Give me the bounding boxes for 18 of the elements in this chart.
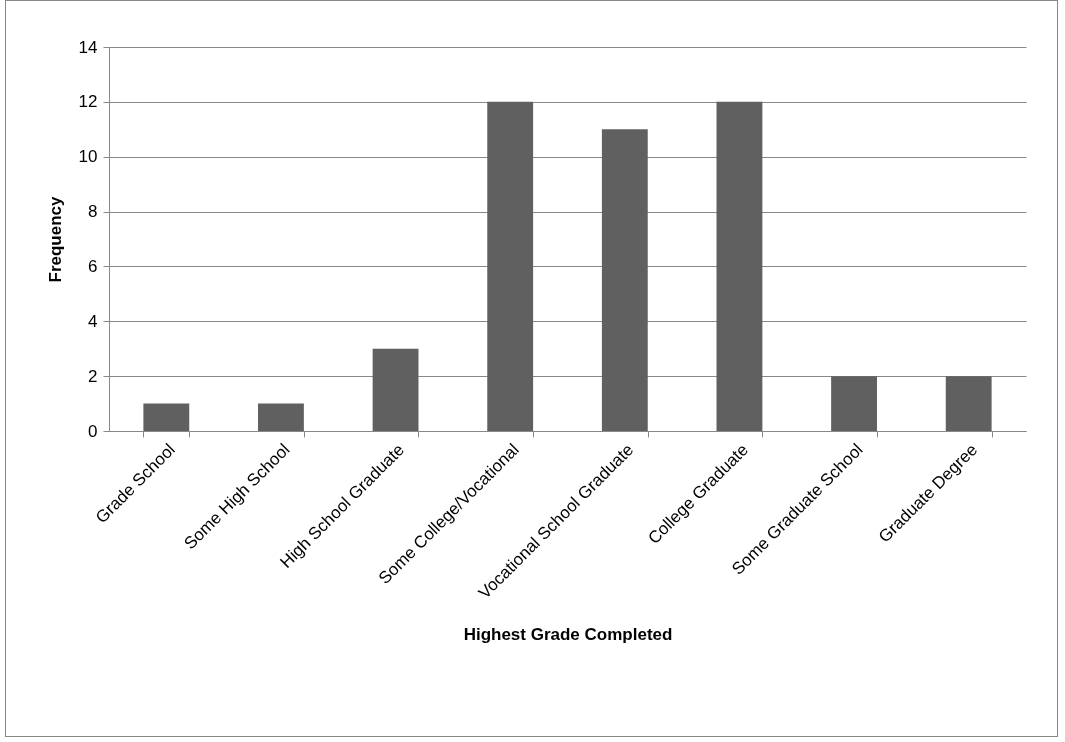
bar	[831, 376, 877, 431]
bar	[372, 348, 419, 431]
bar	[143, 403, 190, 431]
bar	[487, 101, 534, 431]
y-tick-label: 6	[88, 256, 98, 276]
y-tick-label: 0	[88, 421, 98, 441]
y-tick-label: 14	[78, 37, 98, 57]
y-axis-title: Frequency	[45, 195, 65, 283]
x-axis-title: Highest Grade Completed	[463, 624, 673, 644]
y-tick-label: 4	[88, 311, 98, 331]
bar	[258, 403, 304, 431]
bar	[945, 376, 992, 431]
y-tick-label: 12	[78, 92, 98, 112]
bar	[601, 129, 648, 431]
y-tick-label: 8	[88, 202, 98, 222]
y-tick-label: 2	[88, 366, 98, 386]
y-tick-label: 10	[78, 147, 98, 167]
bar	[716, 101, 763, 431]
